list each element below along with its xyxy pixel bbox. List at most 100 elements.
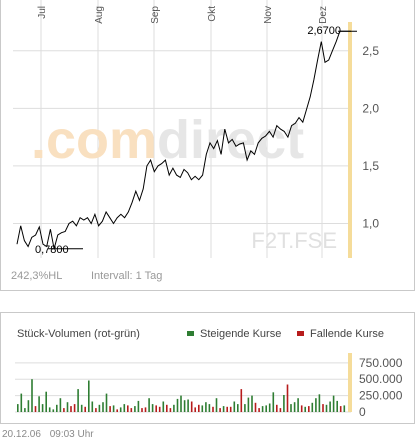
volume-bar [41,404,44,412]
timestamp: 20.12.06 09:03 Uhr [2,429,100,440]
price-line [16,30,351,249]
price-chart-panel: Jul Aug Sep Okt Nov Dez 1,0 1,5 2,0 2,5 .comdirect… [0,0,415,291]
month-label-nov: Nov [263,6,274,24]
volume-bar [162,401,165,412]
volume-bar [258,408,260,412]
volume-bar [183,400,186,412]
high-value-label: 2,6700 [307,25,341,37]
volume-bar [141,408,143,412]
low-value-label: 0,7800 [35,244,69,256]
volume-bar [254,402,257,412]
volume-bar [343,405,346,412]
y-tick-label: 1,0 [362,216,379,230]
volume-bar [166,404,168,412]
volume-bar [226,406,228,412]
volume-bar [237,404,239,412]
volume-bar [173,404,175,412]
volume-bar [219,408,221,412]
legend-falling-swatch [297,331,304,336]
volume-bar [105,393,108,412]
volume-bar [190,401,193,412]
volume-bar [339,406,342,412]
volume-bar [98,404,101,412]
legend-falling-label: Fallende Kurse [310,328,384,340]
volume-bar [293,402,296,412]
volume-bar [137,400,140,412]
volume-bar [332,395,335,412]
y-tick-label: 2,0 [362,101,379,115]
volume-bar [169,408,172,412]
volume-bar [247,397,250,412]
volume-bar [308,406,310,412]
volume-bar [73,404,76,412]
volume-bar [194,407,196,412]
month-label-okt: Okt [207,6,218,22]
volume-bar [48,407,51,412]
month-label-dez: Dez [318,6,329,24]
volume-bar [158,406,161,412]
volume-bar [304,406,306,412]
volume-bar [34,406,37,412]
volume-bar [155,405,157,412]
volume-bar [70,406,72,412]
volume-tick-label: 0 [359,405,366,419]
volume-bar [215,398,218,412]
volume-chart: Stück-Volumen (rot-grün) Steigende Kurse F… [15,328,403,419]
timestamp-date: 20.12.06 [2,429,41,440]
volume-bar [329,401,331,412]
volume-highlight-band [348,353,352,412]
month-label-sep: Sep [150,6,161,24]
volume-bar [56,404,58,412]
volume-chart-panel: Stück-Volumen (rot-grün) Steigende Kurse F… [0,312,415,424]
volume-bar [119,407,122,412]
volume-bar [102,402,104,412]
price-chart: Jul Aug Sep Okt Nov Dez 1,0 1,5 2,0 2,5 .comdirect… [11,0,379,282]
volume-bar [229,406,232,412]
volume-bar [134,406,136,412]
change-label: 242,3%HL [11,270,62,282]
volume-bar [276,404,278,412]
volume-bar [127,405,129,412]
watermark-logo: .comdirect [31,110,304,170]
volume-tick-label: 500.000 [359,372,403,386]
volume-bar [322,404,324,412]
volume-bar [45,391,47,412]
volume-bar [95,408,97,412]
volume-bar [297,398,299,412]
volume-bar [265,405,267,412]
volume-bar [208,404,211,412]
volume-bar [116,409,118,412]
month-label-jul: Jul [37,6,48,19]
y-tick-label: 2,5 [362,44,379,58]
volume-bar [151,404,154,412]
legend-rising-swatch [187,331,194,336]
volume-bar [88,380,90,412]
symbol-watermark: F2T.FSE [251,228,337,253]
volume-bar [315,398,317,412]
volume-bar [198,404,200,412]
volume-tick-label: 750.000 [359,356,403,370]
volume-bar [244,404,246,412]
volume-bar [20,393,23,412]
volume-bar [17,404,19,412]
volume-bar [112,405,115,412]
volume-bar [176,398,179,412]
volume-bar [91,401,94,412]
volume-bar [212,406,214,412]
interval-label: Intervall: 1 Tag [91,270,162,282]
volume-bar [205,402,207,412]
volume-tick-label: 250.000 [359,389,403,403]
month-label-aug: Aug [94,6,105,24]
volume-bar [31,379,33,412]
volume-bar [272,392,275,412]
volume-title: Stück-Volumen (rot-grün) [17,328,140,340]
volume-bar [233,401,236,412]
volume-bar [66,402,69,412]
volume-bar [325,404,328,412]
volume-bar [268,403,271,412]
volume-bar [318,394,321,412]
volume-bar [290,404,292,412]
volume-bar [38,396,40,412]
volume-bar [59,398,62,412]
volume-bar [311,402,314,412]
